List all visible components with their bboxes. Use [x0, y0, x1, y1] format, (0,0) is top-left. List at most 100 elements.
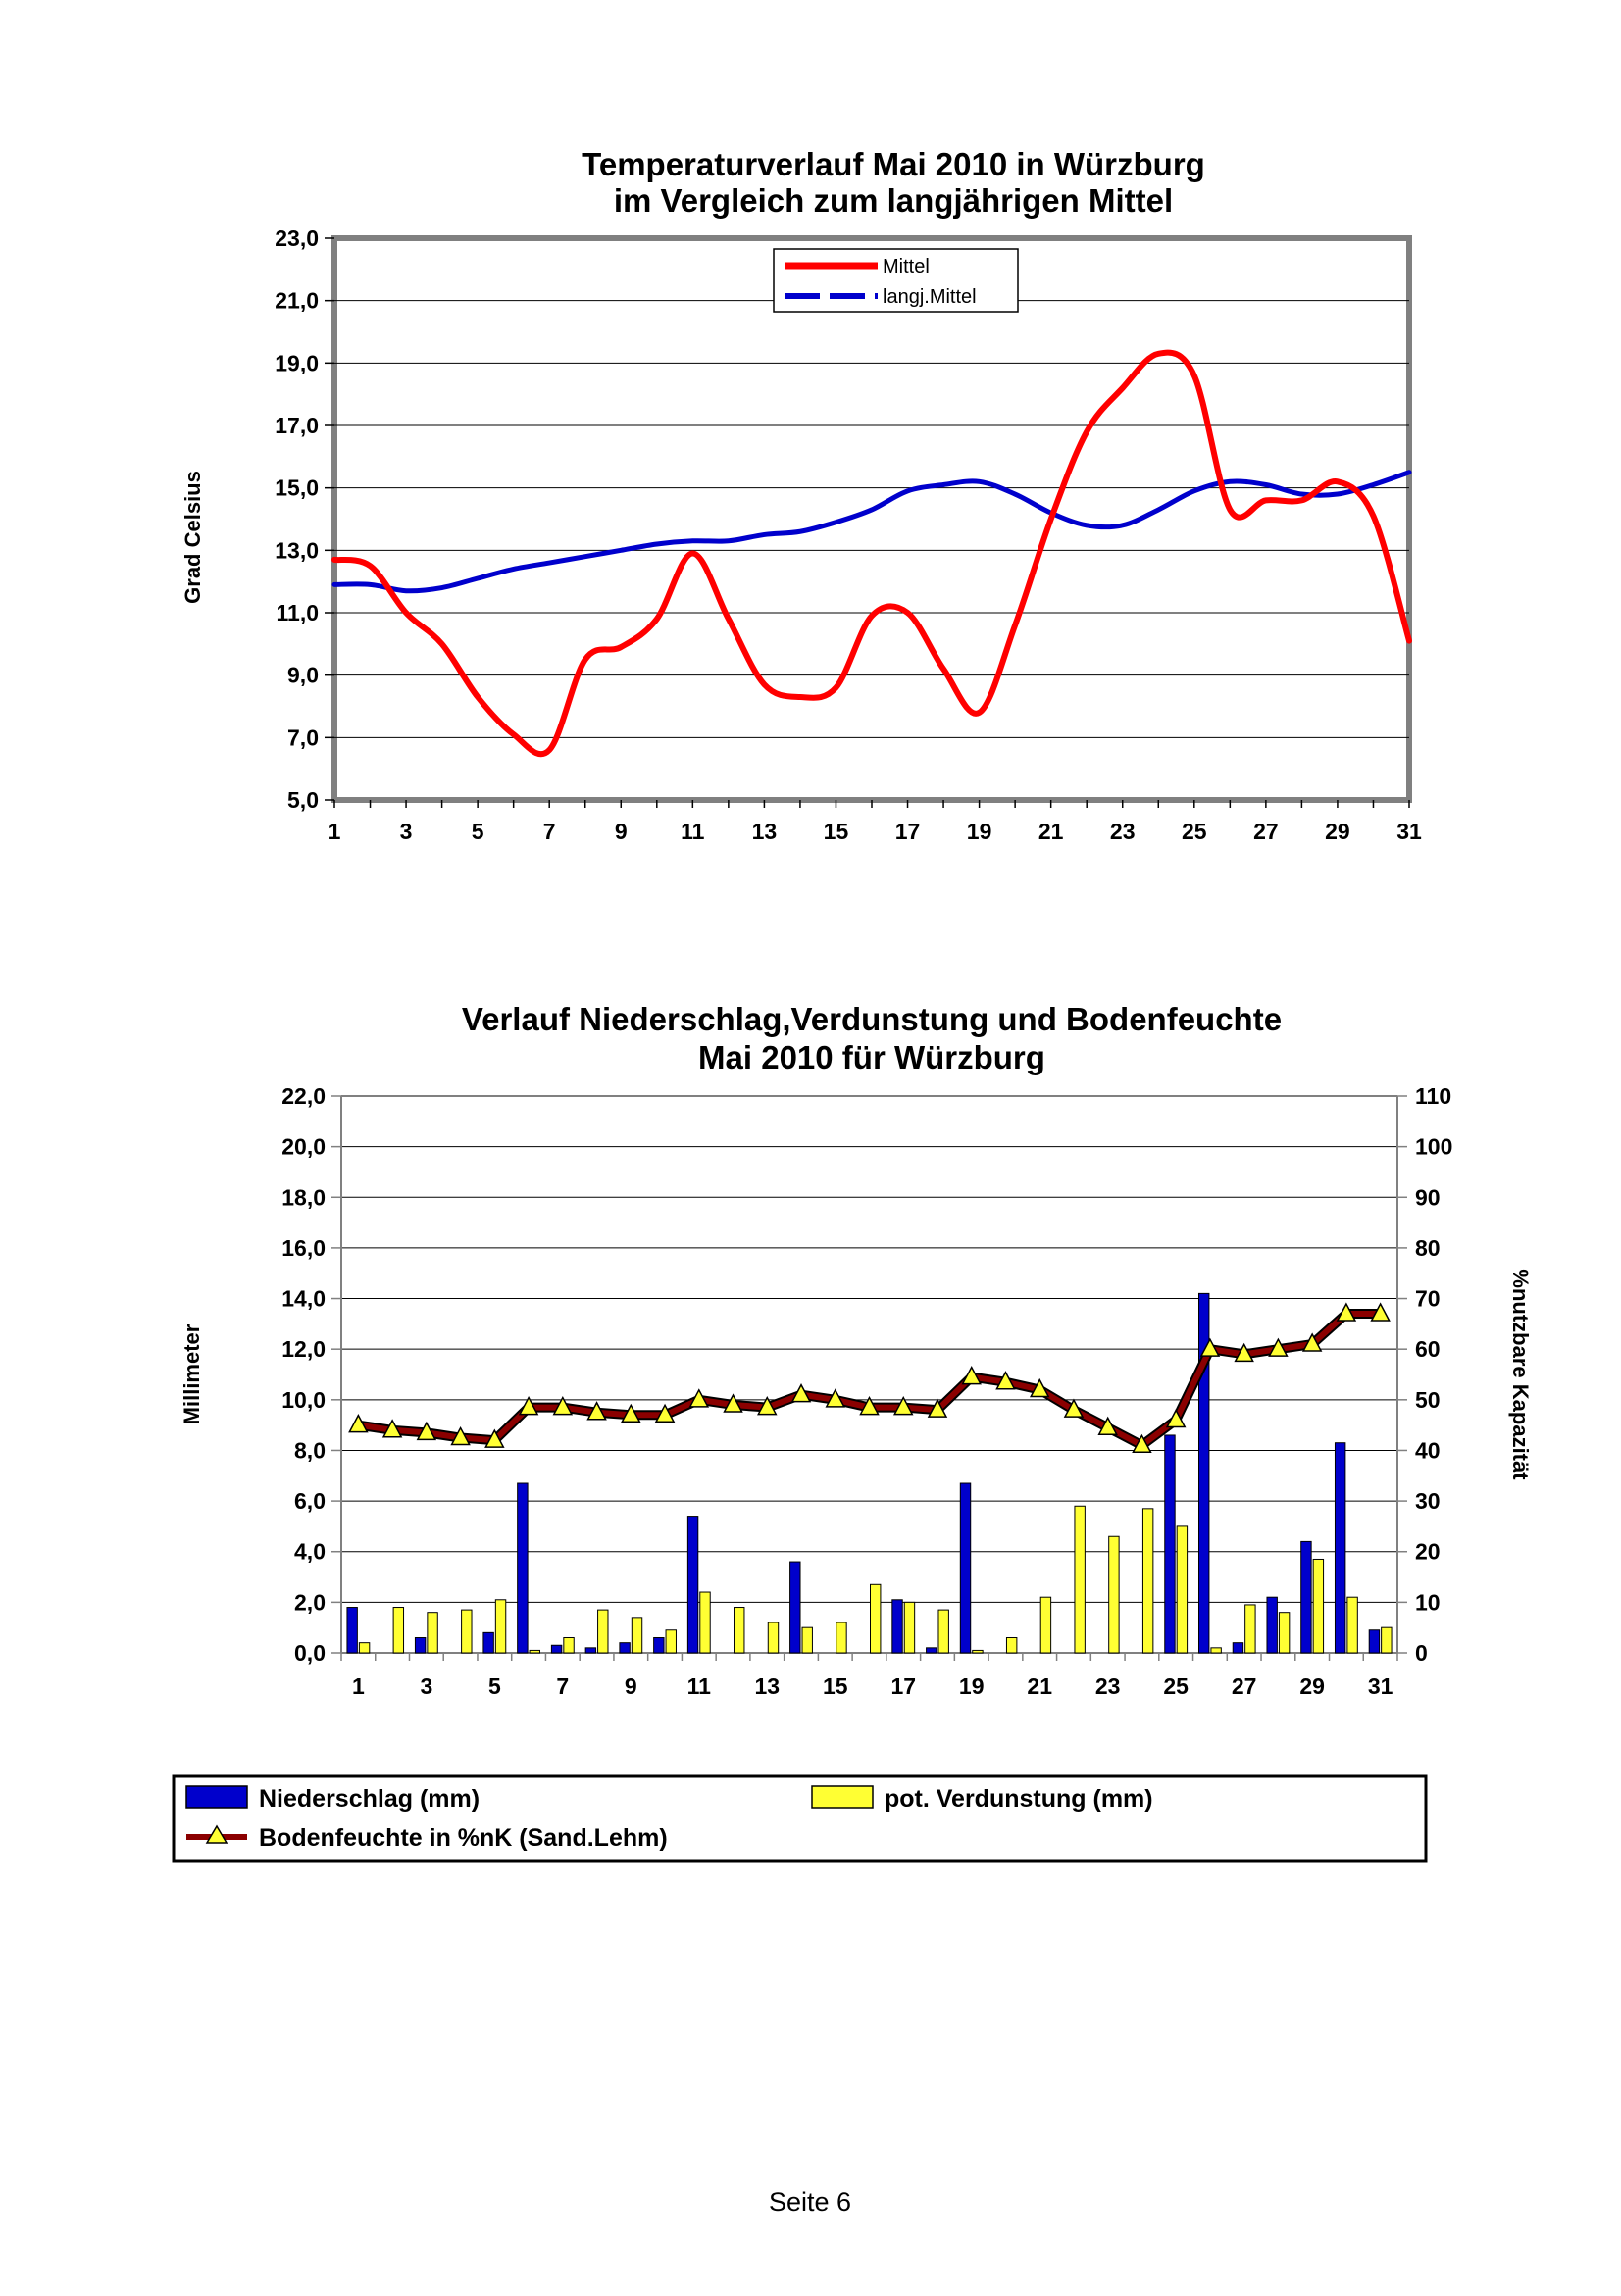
- chart1-series-mittel-line: [331, 349, 1412, 758]
- chart1-y-ticks: 5,0 7,0 9,0 11,0 13,0 15,0 17,0 19,0 21,0 23,0: [275, 225, 334, 813]
- chart2-niederschlag-bar: [550, 1644, 563, 1654]
- chart1-y-tick-label: 17,0: [275, 413, 319, 438]
- chart2-verdunstung-bar: [734, 1607, 745, 1654]
- chart2-verdunstung-bar: [1244, 1604, 1256, 1654]
- chart2-niederschlag-bar: [1197, 1292, 1210, 1654]
- temperature-chart: Temperaturverlauf Mai 2010 in Würzburg i…: [180, 146, 1422, 844]
- chart2-x-tick-label: 1: [352, 1673, 365, 1699]
- chart1-x-ticks: 1 3 5 7 9 11 13 15 17 19 21 23 25 27 29 31: [329, 800, 1422, 844]
- chart2-y2-tick-label: 30: [1415, 1488, 1441, 1514]
- chart2-y-tick-label: 2,0: [294, 1589, 326, 1615]
- chart2-legend-verdunstung-label: pot. Verdunstung (mm): [885, 1785, 1153, 1813]
- chart1-y-tick-label: 15,0: [275, 475, 319, 501]
- chart1-y-tick-label: 19,0: [275, 350, 319, 375]
- chart2-y-tick-label: 6,0: [294, 1488, 326, 1514]
- chart2-bodenfeuchte-marker: [484, 1428, 505, 1448]
- chart1-x-tick-label: 23: [1110, 819, 1136, 844]
- chart2-bodenfeuchte-marker: [1268, 1337, 1289, 1357]
- chart2-bodenfeuchte-marker: [450, 1425, 471, 1446]
- chart2-bodenfeuchte-line: [357, 1311, 1381, 1449]
- chart1-y-tick-label: 23,0: [275, 225, 319, 251]
- chart2-verdunstung-bar: [1108, 1535, 1120, 1654]
- chart2-y2-tick-label: 20: [1415, 1539, 1441, 1565]
- chart1-title-line1: Temperaturverlauf Mai 2010 in Würzburg: [582, 146, 1205, 182]
- chart2-niederschlag-bar: [584, 1647, 597, 1654]
- chart1-y-tick-label: 7,0: [287, 724, 319, 750]
- chart2-verdunstung-bar: [1312, 1558, 1325, 1654]
- chart2-verdunstung-bar: [392, 1607, 405, 1654]
- chart2-niederschlag-bar: [1164, 1434, 1176, 1654]
- chart1-y-tick-label: 11,0: [277, 600, 320, 625]
- chart2-verdunstung-bar: [1005, 1637, 1018, 1654]
- chart2-x-tick-label: 5: [488, 1673, 501, 1699]
- chart2-bodenfeuchte-marker: [586, 1401, 607, 1421]
- chart2-bodenfeuchte-marker: [859, 1395, 880, 1416]
- chart2-niederschlag-bar: [1266, 1596, 1278, 1654]
- chart2-y-tick-label: 12,0: [281, 1336, 326, 1362]
- chart2-x-tick-label: 15: [823, 1673, 848, 1699]
- chart2-verdunstung-bar: [1278, 1612, 1291, 1654]
- chart2-y2-ticks: 0 10 20 30 40 50 60 70 80 90 100 110: [1397, 1083, 1452, 1666]
- chart2-y-tick-label: 8,0: [294, 1437, 326, 1463]
- chart2-y-tick-label: 14,0: [281, 1286, 326, 1312]
- chart2-verdunstung-bar: [631, 1617, 643, 1654]
- chart2-verdunstung-bar: [870, 1583, 882, 1654]
- chart2-x-tick-label: 21: [1027, 1673, 1052, 1699]
- chart2-bodenfeuchte-marker: [892, 1395, 914, 1416]
- chart2-verdunstung-bar: [563, 1637, 575, 1654]
- chart2-y2-tick-label: 60: [1415, 1336, 1441, 1362]
- chart1-x-tick-label: 31: [1396, 819, 1422, 844]
- chart2-y-tick-label: 4,0: [294, 1539, 326, 1565]
- chart1-legend-box: [773, 248, 1019, 313]
- chart2-bodenfeuchte-marker: [1301, 1332, 1323, 1352]
- chart2-bodenfeuchte-marker: [961, 1365, 982, 1385]
- chart1-x-tick-label: 1: [329, 819, 341, 844]
- chart2-niederschlag-bar: [482, 1631, 494, 1654]
- chart2-niederschlag-bar: [346, 1607, 358, 1654]
- chart2-bodenfeuchte-marker: [1370, 1302, 1391, 1322]
- chart1-series-langj-mittel-line: [331, 470, 1412, 594]
- chart2-niederschlag-bar: [1368, 1629, 1381, 1654]
- chart2-verdunstung-bar: [801, 1626, 813, 1654]
- chart2-verdunstung-bar: [1346, 1596, 1358, 1654]
- chart2-soil-moisture-line: [348, 1302, 1391, 1454]
- chart2-x-tick-label: 29: [1299, 1673, 1325, 1699]
- chart2-niederschlag-bar: [686, 1516, 699, 1654]
- chart2-bodenfeuchte-marker: [1336, 1302, 1357, 1322]
- chart2-verdunstung-bar: [494, 1599, 507, 1654]
- chart2-y2-tick-label: 0: [1415, 1640, 1428, 1666]
- chart1-series: [331, 349, 1412, 758]
- chart2-y-tick-label: 10,0: [281, 1387, 326, 1413]
- chart2-x-tick-label: 19: [959, 1673, 985, 1699]
- chart2-verdunstung-bar: [597, 1609, 609, 1654]
- chart2-y-axis-label: Millimeter: [179, 1323, 204, 1424]
- chart2-niederschlag-bar: [653, 1637, 665, 1654]
- chart1-x-tick-label: 7: [543, 819, 556, 844]
- chart2-y2-tick-label: 110: [1415, 1083, 1451, 1109]
- chart1-x-tick-label: 17: [895, 819, 921, 844]
- chart1-x-tick-label: 29: [1325, 819, 1350, 844]
- chart2-verdunstung-bar: [1381, 1626, 1393, 1654]
- chart2-verdunstung-bar: [529, 1649, 541, 1654]
- chart2-legend-bodenfeuchte-marker: [205, 1824, 228, 1844]
- chart2-bodenfeuchte-marker: [518, 1395, 539, 1416]
- chart1-x-tick-label: 5: [472, 819, 484, 844]
- chart2-bodenfeuchte-marker: [381, 1419, 403, 1438]
- chart2-niederschlag-bar: [959, 1482, 972, 1654]
- chart2-y2-tick-label: 50: [1415, 1387, 1441, 1413]
- chart2-legend-box: [172, 1774, 1428, 1863]
- chart2-niederschlag-bar: [517, 1482, 529, 1654]
- chart2-x-ticks: 1 3 5 7 9 11 13 15 17 19 21 23 25 27 29 31: [340, 1653, 1398, 1699]
- chart1-legend-langj-label: langj.Mittel: [883, 286, 977, 308]
- chart2-niederschlag-bar: [1300, 1540, 1312, 1654]
- chart1-y-tick-label: 13,0: [275, 537, 319, 563]
- chart2-bodenfeuchte-marker: [688, 1388, 710, 1408]
- chart2-bodenfeuchte-marker: [416, 1421, 437, 1441]
- chart2-x-tick-label: 3: [420, 1673, 432, 1699]
- chart2-verdunstung-bar: [665, 1629, 677, 1654]
- page-footer: Seite 6: [769, 2187, 851, 2217]
- chart2-y2-tick-label: 70: [1415, 1286, 1441, 1312]
- chart2-verdunstung-bar: [699, 1591, 711, 1654]
- chart1-x-tick-label: 21: [1038, 819, 1064, 844]
- chart2-bodenfeuchte-marker: [1097, 1416, 1118, 1435]
